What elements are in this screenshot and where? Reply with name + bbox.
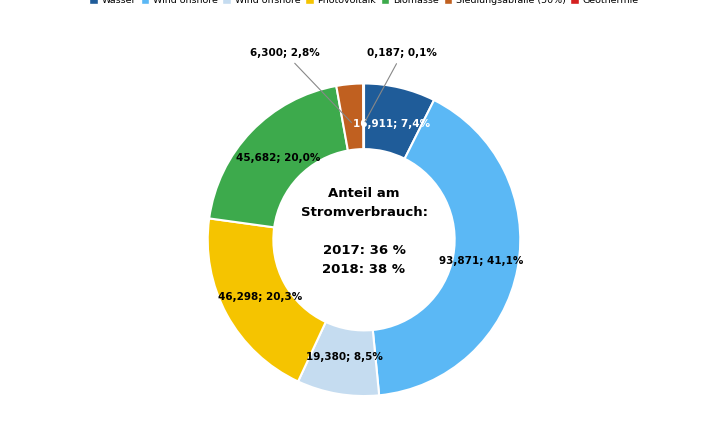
Wedge shape: [298, 322, 379, 396]
Text: 0,187; 0,1%: 0,187; 0,1%: [365, 48, 437, 122]
Wedge shape: [363, 83, 364, 149]
Wedge shape: [209, 86, 348, 227]
Wedge shape: [207, 218, 325, 381]
Text: 16,911; 7,4%: 16,911; 7,4%: [353, 119, 430, 129]
Text: 46,298; 20,3%: 46,298; 20,3%: [218, 292, 302, 301]
Text: 6,300; 2,8%: 6,300; 2,8%: [250, 48, 352, 123]
Legend: Wasser, Wind onshore, Wind offshore, Photovoltaik, Biomasse, Siedlungsabfälle (5: Wasser, Wind onshore, Wind offshore, Pho…: [87, 0, 641, 7]
Text: 19,380; 8,5%: 19,380; 8,5%: [306, 352, 382, 362]
Text: 93,871; 41,1%: 93,871; 41,1%: [438, 257, 523, 266]
Wedge shape: [336, 83, 363, 151]
Text: 45,682; 20,0%: 45,682; 20,0%: [236, 153, 320, 163]
Wedge shape: [364, 83, 434, 159]
Wedge shape: [373, 100, 521, 395]
Text: Anteil am
Stromverbrauch:

2017: 36 %
2018: 38 %: Anteil am Stromverbrauch: 2017: 36 % 201…: [301, 187, 427, 277]
